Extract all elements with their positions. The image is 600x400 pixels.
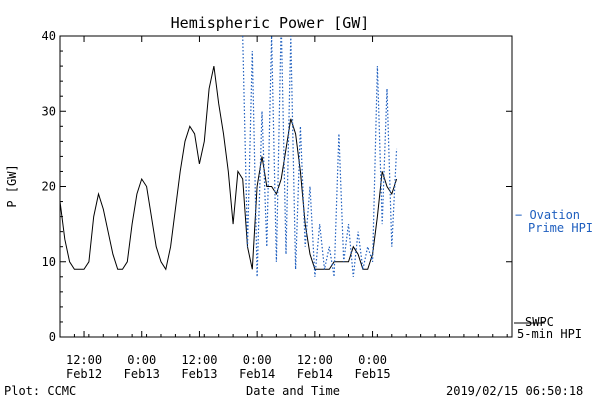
- x-tick-date-label: Feb13: [124, 367, 160, 381]
- x-tick-time-label: 12:00: [181, 353, 217, 367]
- x-tick-time-label: 0:00: [243, 353, 272, 367]
- series-line-0: [60, 65, 398, 271]
- x-tick-date-label: Feb15: [354, 367, 390, 381]
- legend-swpc-line2: 5-min HPI: [517, 327, 582, 341]
- y-tick-label: 20: [42, 180, 56, 194]
- series-line-1: [242, 36, 398, 277]
- x-tick-date-label: Feb14: [239, 367, 275, 381]
- x-tick-time-label: 0:00: [127, 353, 156, 367]
- y-tick-label: 30: [42, 104, 56, 118]
- series-layer: [60, 36, 398, 277]
- footer-timestamp: 2019/02/15 06:50:18: [446, 384, 583, 398]
- y-axis-label: P [GW]: [5, 164, 19, 207]
- legend-swpc-line1: SWPC: [525, 315, 554, 329]
- x-tick-date-label: Feb12: [66, 367, 102, 381]
- x-tick-date-label: Feb13: [181, 367, 217, 381]
- y-axis: 0 10 20 30 40: [42, 29, 512, 344]
- y-tick-label: 0: [49, 330, 56, 344]
- footer-plot-credit: Plot: CCMC: [4, 384, 76, 398]
- x-tick-time-label: 12:00: [66, 353, 102, 367]
- y-tick-label: 10: [42, 255, 56, 269]
- legend-ovation-line2: Prime HPI: [528, 221, 593, 235]
- x-tick-time-label: 0:00: [358, 353, 387, 367]
- y-tick-label: 40: [42, 29, 56, 43]
- x-tick-date-label: Feb14: [297, 367, 333, 381]
- chart-title: Hemispheric Power [GW]: [171, 14, 370, 32]
- plot-frame: [59, 35, 513, 338]
- x-axis: 12:00Feb120:00Feb1312:00Feb130:00Feb1412…: [59, 36, 508, 381]
- x-axis-label: Date and Time: [246, 384, 340, 398]
- legend-ovation-line1: − Ovation: [515, 208, 580, 222]
- x-tick-time-label: 12:00: [297, 353, 333, 367]
